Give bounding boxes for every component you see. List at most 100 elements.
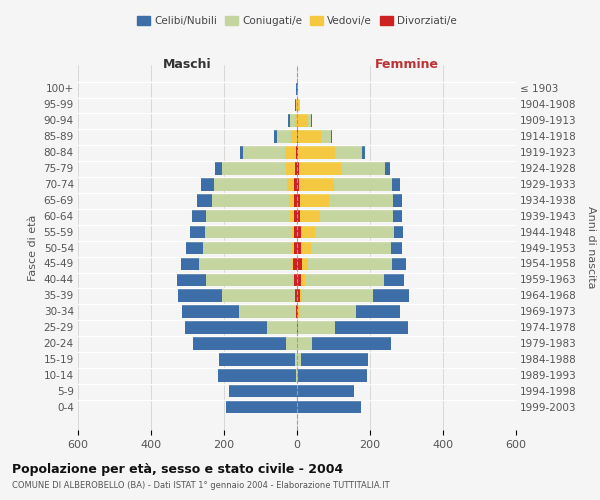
Bar <box>295 288 297 302</box>
Bar <box>277 130 291 143</box>
Bar <box>288 114 290 127</box>
Bar <box>206 272 293 286</box>
Bar <box>297 384 353 398</box>
Bar <box>190 225 205 238</box>
Bar <box>205 225 292 238</box>
Bar <box>297 368 298 382</box>
Text: Maschi: Maschi <box>163 58 212 71</box>
Bar <box>383 272 404 286</box>
Bar <box>185 320 268 334</box>
Bar <box>297 98 299 111</box>
Bar <box>308 114 311 127</box>
Bar <box>268 320 296 334</box>
Bar <box>297 272 301 286</box>
Bar <box>289 193 294 206</box>
Bar <box>218 352 295 366</box>
Bar <box>356 304 400 318</box>
Bar <box>297 209 300 222</box>
Bar <box>300 209 320 222</box>
Bar <box>301 240 311 254</box>
Bar <box>393 193 402 206</box>
Bar <box>300 288 302 302</box>
Bar <box>297 130 298 143</box>
Bar <box>206 209 290 222</box>
Bar <box>197 193 212 206</box>
Bar <box>297 352 301 366</box>
Bar <box>178 288 222 302</box>
Bar <box>296 368 297 382</box>
Bar <box>297 320 298 334</box>
Bar <box>302 288 373 302</box>
Bar <box>192 209 206 222</box>
Bar <box>394 225 403 238</box>
Bar <box>296 82 297 95</box>
Bar <box>187 240 203 254</box>
Bar <box>212 193 289 206</box>
Bar <box>362 145 365 159</box>
Bar <box>298 304 299 318</box>
Bar <box>294 272 297 286</box>
Bar <box>291 130 296 143</box>
Bar <box>300 193 329 206</box>
Bar <box>335 320 408 334</box>
Bar <box>299 161 341 174</box>
Bar <box>297 304 298 318</box>
Bar <box>199 256 292 270</box>
Bar <box>244 145 286 159</box>
Bar <box>292 225 294 238</box>
Bar <box>294 193 297 206</box>
Text: COMUNE DI ALBEROBELLO (BA) - Dati ISTAT 1° gennaio 2004 - Elaborazione TUTTITALI: COMUNE DI ALBEROBELLO (BA) - Dati ISTAT … <box>12 481 389 490</box>
Bar <box>299 304 356 318</box>
Bar <box>296 145 297 159</box>
Bar <box>295 352 297 366</box>
Y-axis label: Anni di nascita: Anni di nascita <box>586 206 596 289</box>
Bar <box>214 177 287 190</box>
Bar <box>297 240 301 254</box>
Y-axis label: Fasce di età: Fasce di età <box>28 214 38 280</box>
Bar <box>301 225 315 238</box>
Bar <box>320 209 393 222</box>
Bar <box>297 225 301 238</box>
Bar <box>297 114 308 127</box>
Bar <box>392 177 400 190</box>
Bar <box>335 145 362 159</box>
Bar <box>290 209 294 222</box>
Bar <box>176 272 206 286</box>
Bar <box>201 177 214 190</box>
Bar <box>297 193 300 206</box>
Bar <box>297 288 300 302</box>
Bar <box>229 384 297 398</box>
Bar <box>193 336 286 350</box>
Bar <box>301 352 368 366</box>
Bar <box>218 368 296 382</box>
Bar <box>305 272 383 286</box>
Bar <box>295 114 297 127</box>
Bar <box>302 256 308 270</box>
Bar <box>292 256 293 270</box>
Text: Femmine: Femmine <box>374 58 439 71</box>
Bar <box>322 130 331 143</box>
Bar <box>311 240 391 254</box>
Bar <box>239 145 244 159</box>
Bar <box>295 98 296 111</box>
Bar <box>286 145 296 159</box>
Legend: Celibi/Nubili, Coniugati/e, Vedovi/e, Divorziati/e: Celibi/Nubili, Coniugati/e, Vedovi/e, Di… <box>133 12 461 30</box>
Bar <box>293 256 297 270</box>
Bar <box>226 400 297 413</box>
Bar <box>313 336 391 350</box>
Bar <box>294 209 297 222</box>
Bar <box>298 130 322 143</box>
Bar <box>294 225 297 238</box>
Bar <box>334 177 392 190</box>
Bar <box>274 130 277 143</box>
Bar <box>286 161 295 174</box>
Bar <box>311 114 312 127</box>
Bar <box>296 98 297 111</box>
Bar <box>296 304 297 318</box>
Bar <box>292 240 294 254</box>
Bar <box>341 161 385 174</box>
Bar <box>385 161 390 174</box>
Bar <box>297 177 299 190</box>
Bar <box>222 288 295 302</box>
Bar <box>298 145 335 159</box>
